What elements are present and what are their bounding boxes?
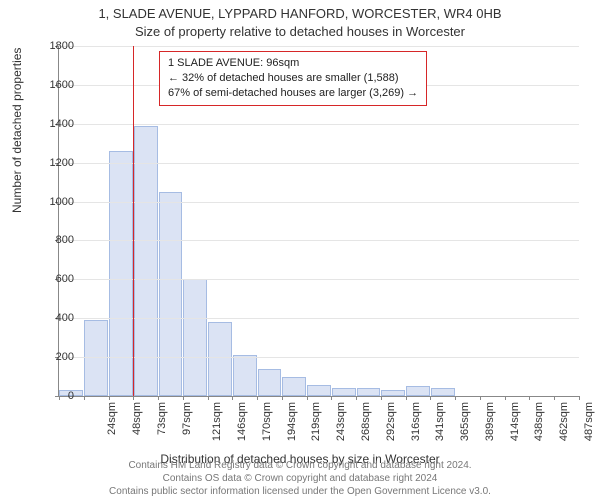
histogram-bar <box>233 355 257 396</box>
footer-line: Contains HM Land Registry data © Crown c… <box>0 459 600 472</box>
x-tick-mark <box>579 396 580 400</box>
x-tick-mark <box>282 396 283 400</box>
grid-line <box>59 124 579 125</box>
histogram-bar <box>208 322 232 396</box>
histogram-bar <box>134 126 158 396</box>
chart-footer: Contains HM Land Registry data © Crown c… <box>0 459 600 498</box>
annotation-line: ← 32% of detached houses are smaller (1,… <box>168 71 418 86</box>
x-tick-mark <box>307 396 308 400</box>
histogram-bar <box>406 386 430 396</box>
x-tick-mark <box>529 396 530 400</box>
chart-plot-area: 24sqm48sqm73sqm97sqm121sqm146sqm170sqm19… <box>58 46 579 397</box>
y-tick-label: 1400 <box>34 118 74 130</box>
x-tick-mark <box>430 396 431 400</box>
annotation-box: 1 SLADE AVENUE: 96sqm← 32% of detached h… <box>159 51 427 106</box>
histogram-bar <box>381 390 405 396</box>
x-tick-label: 365sqm <box>459 402 471 441</box>
y-tick-label: 400 <box>34 312 74 324</box>
histogram-bar <box>109 151 133 396</box>
x-tick-label: 292sqm <box>385 402 397 441</box>
x-tick-label: 243sqm <box>335 402 347 441</box>
x-tick-label: 219sqm <box>311 402 323 441</box>
x-tick-label: 73sqm <box>156 402 168 435</box>
x-tick-mark <box>109 396 110 400</box>
grid-line <box>59 279 579 280</box>
footer-line: Contains OS data © Crown copyright and d… <box>0 472 600 485</box>
x-tick-mark <box>356 396 357 400</box>
histogram-bar <box>258 369 282 396</box>
x-tick-mark <box>257 396 258 400</box>
x-tick-mark <box>232 396 233 400</box>
x-tick-mark <box>406 396 407 400</box>
x-tick-mark <box>505 396 506 400</box>
x-tick-label: 438sqm <box>533 402 545 441</box>
histogram-bar <box>183 279 207 396</box>
histogram-bar <box>282 377 306 396</box>
x-tick-label: 97sqm <box>181 402 193 435</box>
x-tick-label: 24sqm <box>106 402 118 435</box>
x-tick-label: 389sqm <box>484 402 496 441</box>
chart-title: 1, SLADE AVENUE, LYPPARD HANFORD, WORCES… <box>0 6 600 21</box>
marker-line <box>133 46 134 396</box>
grid-line <box>59 202 579 203</box>
x-tick-label: 194sqm <box>286 402 298 441</box>
y-tick-label: 1600 <box>34 79 74 91</box>
x-tick-label: 414sqm <box>509 402 521 441</box>
y-tick-label: 0 <box>34 390 74 402</box>
x-tick-mark <box>554 396 555 400</box>
y-tick-label: 1000 <box>34 196 74 208</box>
x-tick-label: 48sqm <box>131 402 143 435</box>
x-tick-mark <box>331 396 332 400</box>
x-tick-mark <box>133 396 134 400</box>
annotation-line: 1 SLADE AVENUE: 96sqm <box>168 56 418 71</box>
x-tick-label: 316sqm <box>410 402 422 441</box>
footer-line: Contains public sector information licen… <box>0 485 600 498</box>
histogram-bar <box>159 192 183 396</box>
x-tick-label: 487sqm <box>583 402 595 441</box>
x-tick-label: 341sqm <box>434 402 446 441</box>
x-tick-label: 121sqm <box>212 402 224 441</box>
histogram-bar <box>307 385 331 396</box>
y-tick-label: 800 <box>34 234 74 246</box>
x-tick-mark <box>480 396 481 400</box>
x-tick-mark <box>183 396 184 400</box>
x-tick-mark <box>158 396 159 400</box>
chart-subtitle: Size of property relative to detached ho… <box>0 24 600 39</box>
x-tick-mark <box>84 396 85 400</box>
x-tick-mark <box>381 396 382 400</box>
x-tick-label: 462sqm <box>558 402 570 441</box>
grid-line <box>59 240 579 241</box>
annotation-line: 67% of semi-detached houses are larger (… <box>168 86 418 101</box>
grid-line <box>59 318 579 319</box>
histogram-bar <box>357 388 381 396</box>
x-tick-mark <box>455 396 456 400</box>
y-tick-label: 1800 <box>34 40 74 52</box>
x-tick-mark <box>208 396 209 400</box>
y-tick-label: 600 <box>34 273 74 285</box>
x-tick-label: 146sqm <box>236 402 248 441</box>
chart-container: 1, SLADE AVENUE, LYPPARD HANFORD, WORCES… <box>0 0 600 500</box>
y-tick-label: 1200 <box>34 157 74 169</box>
x-tick-label: 170sqm <box>261 402 273 441</box>
histogram-bar <box>332 388 356 396</box>
histogram-bar <box>431 388 455 396</box>
y-axis-label: Number of detached properties <box>10 48 24 213</box>
grid-line <box>59 163 579 164</box>
grid-line <box>59 357 579 358</box>
x-tick-label: 268sqm <box>360 402 372 441</box>
y-tick-label: 200 <box>34 351 74 363</box>
grid-line <box>59 46 579 47</box>
